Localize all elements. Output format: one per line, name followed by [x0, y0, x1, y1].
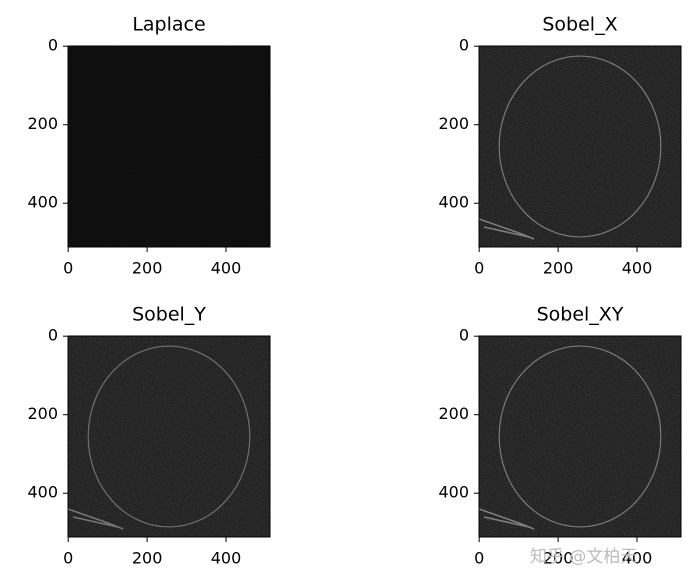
image-texture: [479, 336, 681, 537]
axes-frame: [478, 335, 682, 538]
image-edge: [87, 345, 251, 528]
image-edge: [498, 55, 662, 238]
watermark: 知乎 @文柏天: [530, 547, 637, 567]
subplot-title: Sobel_X: [542, 14, 617, 36]
x-tick-label: 400: [211, 259, 242, 278]
subplot-title: Sobel_XY: [537, 304, 624, 326]
y-tick-label: 200: [27, 114, 58, 133]
subplot-title: Laplace: [132, 14, 205, 36]
image-texture: [68, 336, 270, 537]
y-tick-label: 200: [438, 114, 469, 133]
x-tick-label: 0: [474, 549, 484, 568]
x-tick-label: 400: [622, 259, 653, 278]
y-tick-label: 0: [459, 326, 469, 345]
x-tick-label: 0: [63, 549, 73, 568]
y-tick-label: 400: [438, 483, 469, 502]
y-tick-label: 400: [438, 193, 469, 212]
y-tick-label: 400: [27, 483, 58, 502]
y-tick-label: 0: [48, 326, 58, 345]
y-tick-label: 400: [27, 193, 58, 212]
x-tick-label: 400: [211, 549, 242, 568]
axes-frame: [67, 45, 271, 248]
axes-frame: [67, 335, 271, 538]
axes-frame: [478, 45, 682, 248]
x-tick-label: 400: [622, 549, 653, 568]
x-tick-label: 200: [543, 259, 574, 278]
subplot-title: Sobel_Y: [132, 304, 206, 326]
x-tick-label: 200: [132, 259, 163, 278]
image-texture: [479, 46, 681, 247]
y-tick-label: 0: [459, 36, 469, 55]
y-tick-label: 0: [48, 36, 58, 55]
y-tick-label: 200: [27, 404, 58, 423]
image-edge: [478, 218, 535, 240]
x-tick-label: 200: [543, 549, 574, 568]
image-edge: [67, 508, 124, 530]
y-tick-label: 200: [438, 404, 469, 423]
x-tick-label: 200: [132, 549, 163, 568]
x-tick-label: 0: [63, 259, 73, 278]
image-texture: [68, 46, 270, 247]
image-edge: [498, 345, 662, 528]
x-tick-label: 0: [474, 259, 484, 278]
image-edge: [478, 508, 535, 530]
